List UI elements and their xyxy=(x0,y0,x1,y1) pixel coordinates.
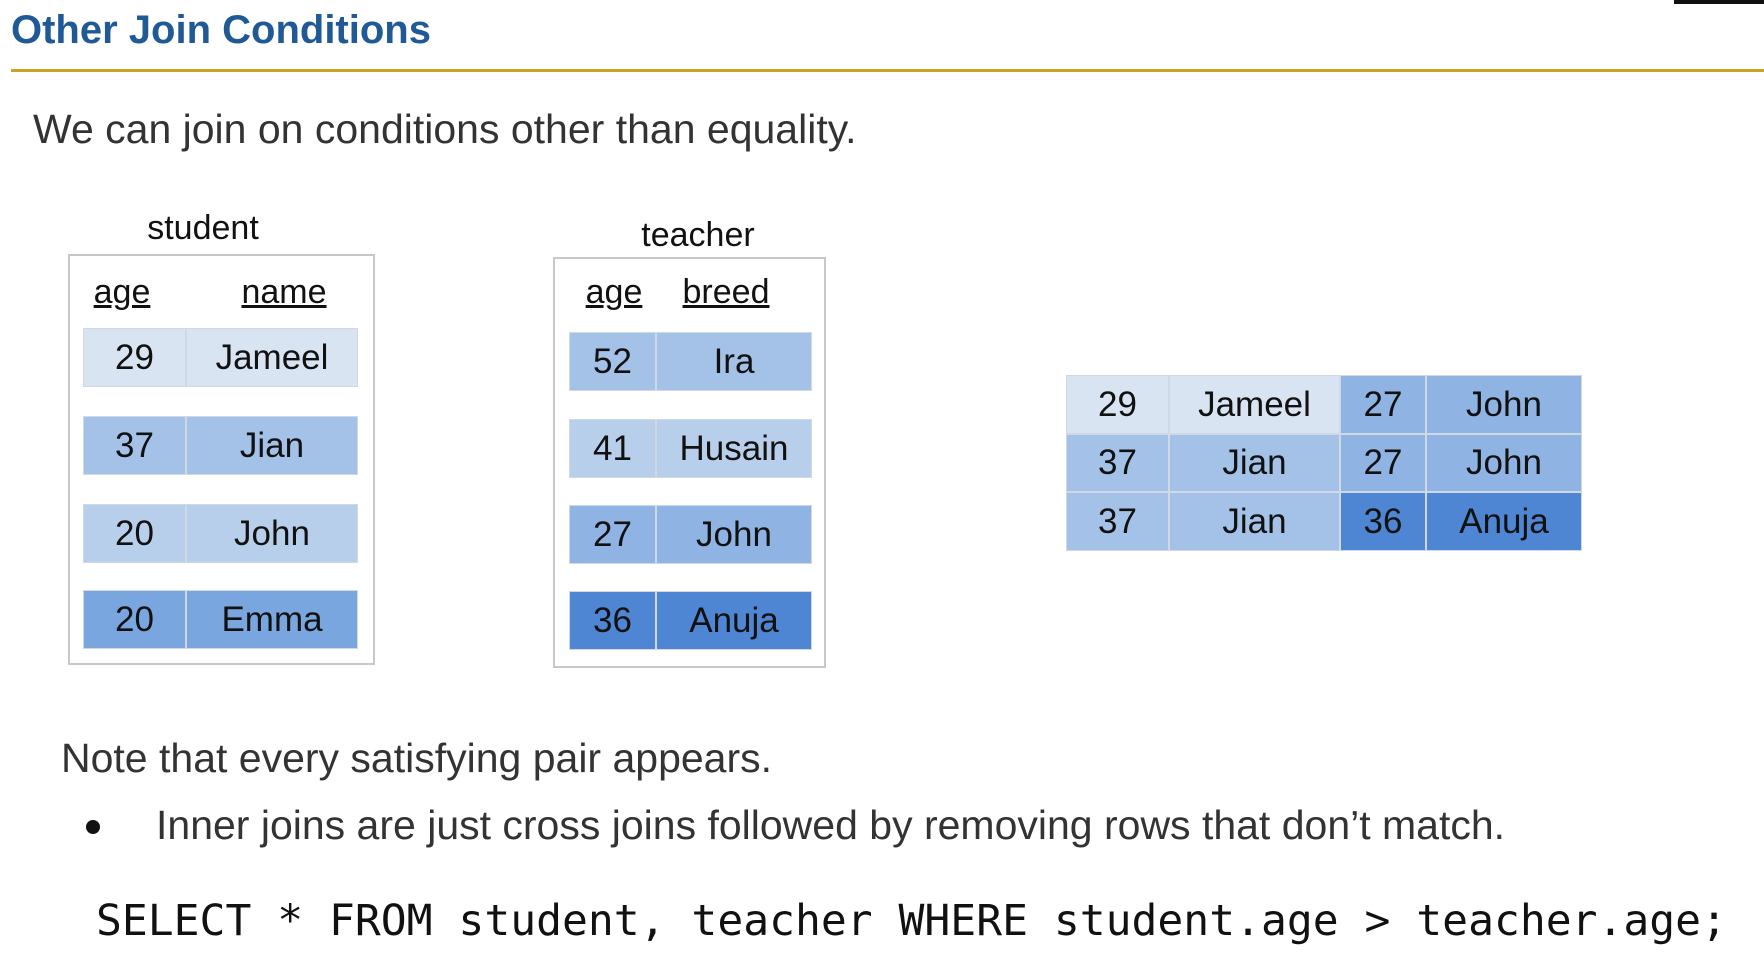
slide-title: Other Join Conditions xyxy=(11,8,431,52)
result-cell: 37 xyxy=(1066,492,1169,551)
result-cell: 36 xyxy=(1340,492,1426,551)
teacher-cell-breed: John xyxy=(656,505,812,564)
bullet-dot xyxy=(86,820,100,834)
student-header-name: name xyxy=(241,273,327,311)
teacher-header-age: age xyxy=(585,273,643,311)
student-cell-age: 29 xyxy=(83,328,186,387)
result-cell: 29 xyxy=(1066,375,1169,434)
teacher-header-breed: breed xyxy=(682,273,770,311)
teacher-cell-breed: Ira xyxy=(656,332,812,391)
corner-mark xyxy=(1674,0,1764,4)
teacher-cell-breed: Husain xyxy=(656,419,812,478)
result-cell: John xyxy=(1426,434,1582,492)
student-cell-name: Emma xyxy=(186,590,358,649)
student-cell-age: 37 xyxy=(83,416,186,475)
student-cell-name: Jian xyxy=(186,416,358,475)
result-cell: 27 xyxy=(1340,375,1426,434)
teacher-cell-age: 41 xyxy=(569,419,656,478)
student-table-caption: student xyxy=(147,209,259,247)
note-text: Note that every satisfying pair appears. xyxy=(61,735,773,781)
title-underline xyxy=(11,69,1764,72)
student-cell-name: Jameel xyxy=(186,328,358,387)
student-cell-age: 20 xyxy=(83,504,186,563)
intro-text: We can join on conditions other than equ… xyxy=(33,106,857,152)
teacher-cell-age: 36 xyxy=(569,591,656,650)
result-cell: Jian xyxy=(1169,492,1340,551)
student-header-age: age xyxy=(93,273,151,311)
teacher-table-caption: teacher xyxy=(641,216,755,254)
result-cell: Anuja xyxy=(1426,492,1582,551)
student-cell-name: John xyxy=(186,504,358,563)
result-cell: Jameel xyxy=(1169,375,1340,434)
student-cell-age: 20 xyxy=(83,590,186,649)
teacher-cell-breed: Anuja xyxy=(656,591,812,650)
teacher-cell-age: 52 xyxy=(569,332,656,391)
result-cell: 27 xyxy=(1340,434,1426,492)
bullet-text: Inner joins are just cross joins followe… xyxy=(156,802,1506,848)
result-cell: 37 xyxy=(1066,434,1169,492)
sql-query: SELECT * FROM student, teacher WHERE stu… xyxy=(96,896,1727,946)
result-cell: John xyxy=(1426,375,1582,434)
teacher-cell-age: 27 xyxy=(569,505,656,564)
result-cell: Jian xyxy=(1169,434,1340,492)
